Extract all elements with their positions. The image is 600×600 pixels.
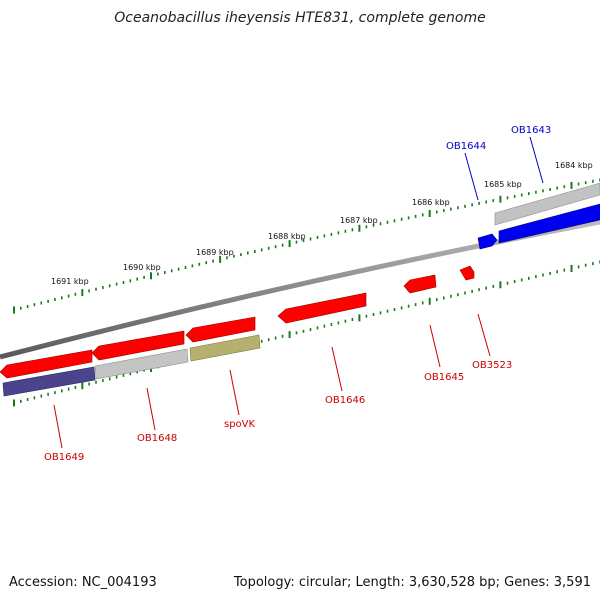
label-spovk[interactable]: spoVK: [224, 419, 256, 430]
label-ob1649[interactable]: OB1649: [44, 452, 84, 463]
leader-ob1646: [331, 346, 343, 392]
gene-label-leaders: [53, 136, 544, 449]
label-ob1648[interactable]: OB1648: [137, 433, 177, 444]
gene-ob1645[interactable]: [403, 274, 437, 294]
leader-ob1648: [146, 387, 156, 431]
ruler-labels: 1684 kbp 1685 kbp 1686 kbp 1687 kbp 1688…: [51, 161, 593, 286]
gene-ob1647[interactable]: [185, 316, 256, 343]
label-ob1643[interactable]: OB1643: [511, 125, 551, 136]
forward-strand-genes: [477, 182, 600, 250]
ruler-label-1684: 1684 kbp: [555, 161, 593, 170]
gene-spovk[interactable]: [189, 334, 261, 362]
map-title: Oceanobacillus iheyensis HTE831, complet…: [114, 10, 486, 26]
ruler-label-1687: 1687 kbp: [340, 216, 378, 225]
genome-backbone: [0, 219, 600, 360]
ruler-label-1686: 1686 kbp: [412, 198, 450, 207]
genome-summary-text: Topology: circular; Length: 3,630,528 bp…: [233, 575, 591, 590]
gene-ob1648-gray[interactable]: [94, 348, 189, 380]
gene-labels: OB1643 OB1644 OB3523 OB1645 OB1646 spoVK…: [44, 125, 551, 463]
gene-ob1646[interactable]: [277, 292, 367, 324]
gene-ob1649-red[interactable]: [0, 349, 93, 379]
gene-ob1648-red[interactable]: [91, 330, 185, 361]
ruler-label-1690: 1690 kbp: [123, 263, 161, 272]
gene-ob3523[interactable]: [459, 265, 475, 281]
label-ob1645[interactable]: OB1645: [424, 372, 464, 383]
label-ob1644[interactable]: OB1644: [446, 141, 486, 152]
label-ob3523[interactable]: OB3523: [472, 360, 512, 371]
ruler-label-1691: 1691 kbp: [51, 277, 89, 286]
ruler-label-1689: 1689 kbp: [196, 248, 234, 257]
leader-ob3523: [477, 313, 491, 357]
outer-tick-ruler: [13, 178, 600, 314]
leader-ob1643: [529, 136, 544, 184]
reverse-strand-genes: [0, 265, 475, 397]
gene-ob1643-blue[interactable]: [498, 203, 600, 244]
leader-ob1649: [53, 404, 63, 449]
ruler-label-1685: 1685 kbp: [484, 180, 522, 189]
ruler-label-1688: 1688 kbp: [268, 232, 306, 241]
leader-spovk: [229, 369, 240, 416]
leader-ob1644: [464, 152, 479, 201]
accession-text: Accession: NC_004193: [9, 575, 157, 590]
gene-ob1644[interactable]: [477, 233, 498, 250]
leader-ob1645: [429, 324, 441, 368]
label-ob1646[interactable]: OB1646: [325, 395, 365, 406]
gene-ob1649-navy[interactable]: [2, 366, 96, 397]
gene-ob1643-gray[interactable]: [494, 182, 600, 226]
